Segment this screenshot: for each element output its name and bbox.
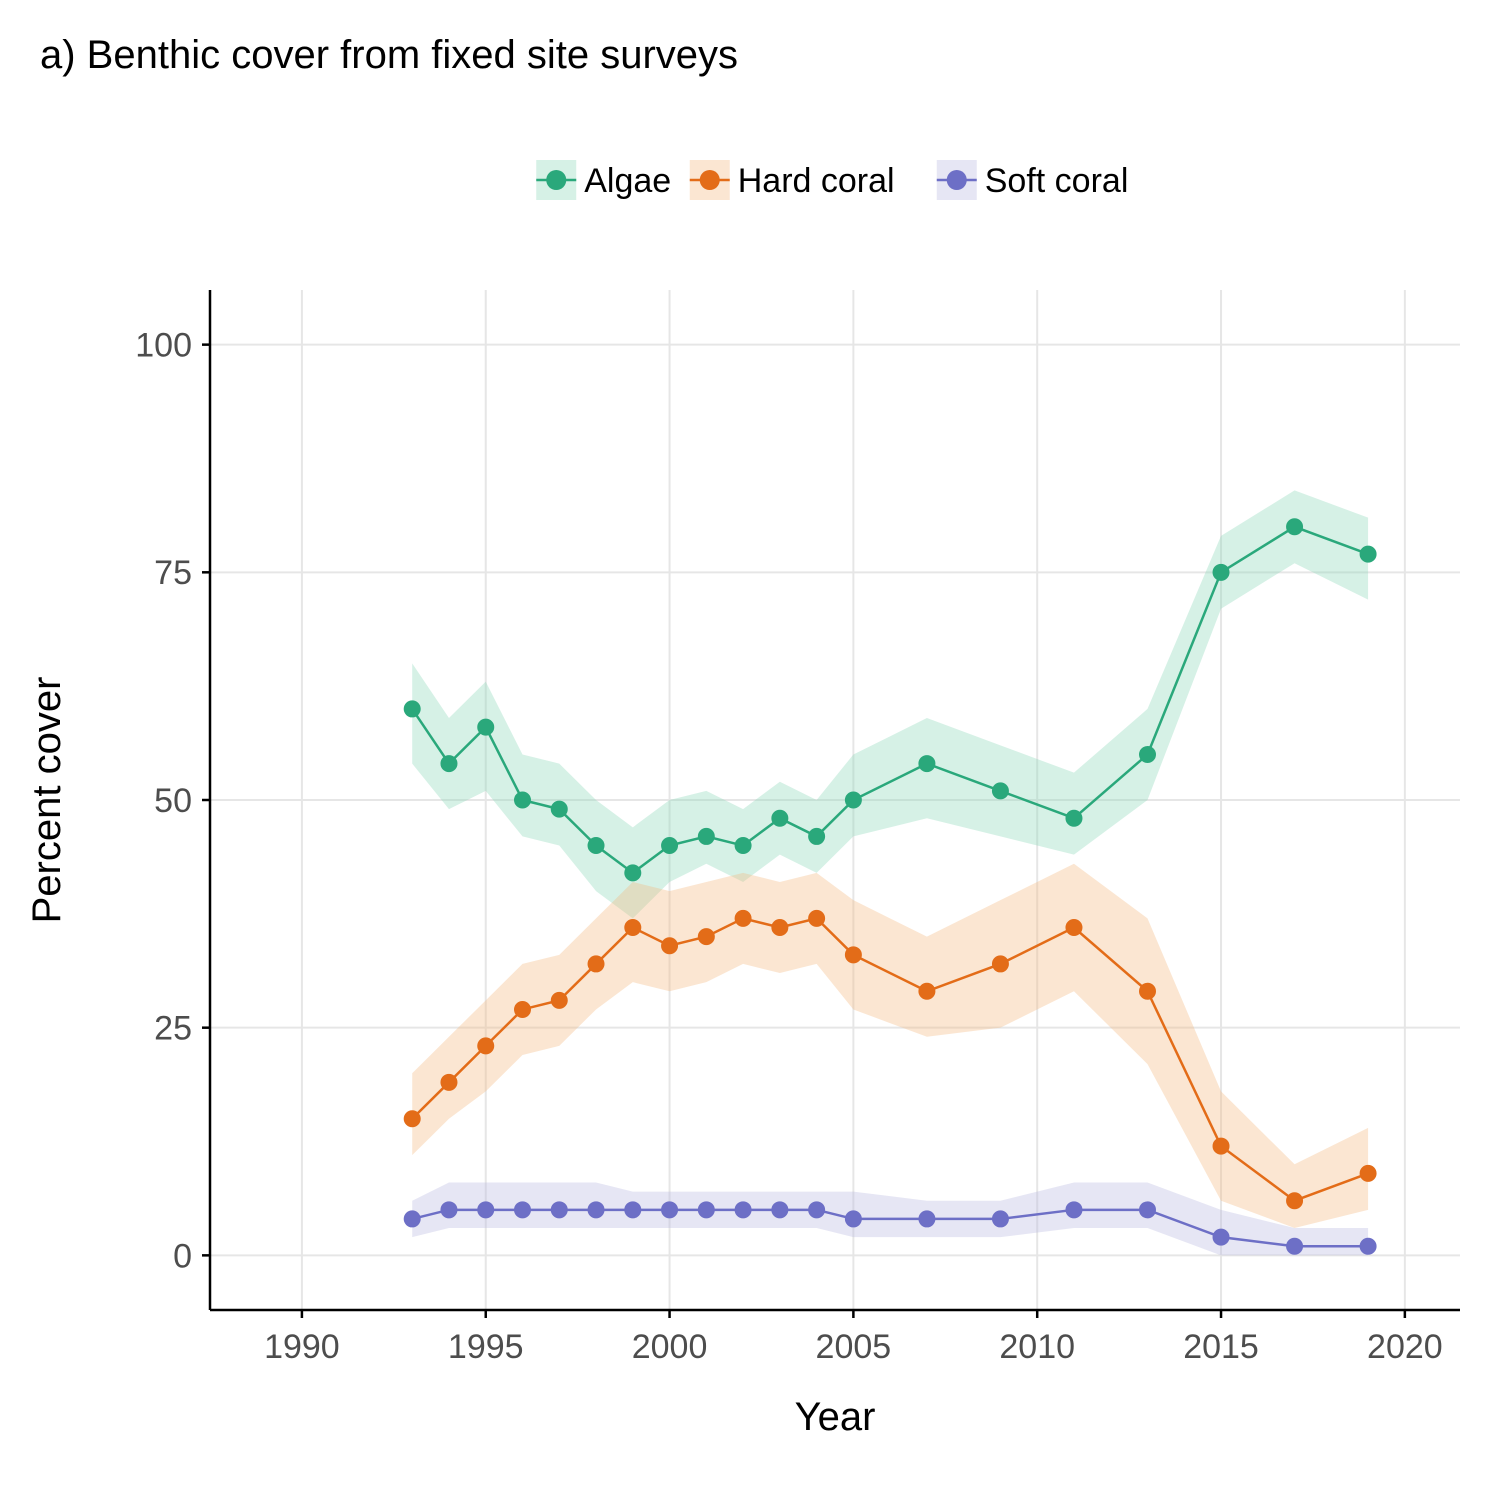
- series-marker: [625, 920, 641, 936]
- series-marker: [1213, 564, 1229, 580]
- series-marker: [662, 838, 678, 854]
- series-marker: [662, 1202, 678, 1218]
- series-marker: [1287, 1193, 1303, 1209]
- legend-key-marker: [546, 170, 566, 190]
- y-tick-label: 50: [154, 782, 192, 820]
- x-tick-label: 2015: [1183, 1328, 1259, 1366]
- series-marker: [404, 701, 420, 717]
- series-marker: [845, 947, 861, 963]
- series-marker: [772, 920, 788, 936]
- x-axis-label: Year: [795, 1395, 876, 1439]
- series-marker: [441, 756, 457, 772]
- series-marker: [1360, 1165, 1376, 1181]
- series-marker: [992, 956, 1008, 972]
- y-tick-label: 0: [173, 1237, 192, 1275]
- series-marker: [1287, 1238, 1303, 1254]
- series-marker: [772, 810, 788, 826]
- x-tick-label: 2020: [1367, 1328, 1443, 1366]
- series-marker: [992, 1211, 1008, 1227]
- series-marker: [809, 828, 825, 844]
- x-tick-label: 2000: [632, 1328, 708, 1366]
- series-marker: [735, 838, 751, 854]
- y-tick-label: 25: [154, 1010, 192, 1048]
- legend-label: Hard coral: [738, 162, 895, 200]
- series-marker: [919, 756, 935, 772]
- series-marker: [992, 783, 1008, 799]
- series-marker: [625, 1202, 641, 1218]
- series-marker: [1140, 1202, 1156, 1218]
- legend-label: Soft coral: [985, 162, 1129, 200]
- chart-background: [0, 0, 1500, 1500]
- series-marker: [551, 1202, 567, 1218]
- series-marker: [1213, 1138, 1229, 1154]
- series-marker: [809, 910, 825, 926]
- series-marker: [404, 1111, 420, 1127]
- series-marker: [404, 1211, 420, 1227]
- series-marker: [919, 1211, 935, 1227]
- series-marker: [1066, 920, 1082, 936]
- series-marker: [809, 1202, 825, 1218]
- series-marker: [1140, 746, 1156, 762]
- series-marker: [1287, 519, 1303, 535]
- series-marker: [698, 1202, 714, 1218]
- series-marker: [588, 838, 604, 854]
- series-marker: [588, 956, 604, 972]
- series-marker: [515, 792, 531, 808]
- series-marker: [1213, 1229, 1229, 1245]
- y-axis-label: Percent cover: [25, 677, 69, 924]
- series-marker: [845, 792, 861, 808]
- series-marker: [1066, 1202, 1082, 1218]
- series-marker: [478, 1202, 494, 1218]
- benthic-cover-chart: a) Benthic cover from fixed site surveys…: [0, 0, 1500, 1500]
- legend-key-marker: [700, 170, 720, 190]
- series-marker: [515, 1202, 531, 1218]
- series-marker: [441, 1074, 457, 1090]
- series-marker: [735, 1202, 751, 1218]
- series-marker: [441, 1202, 457, 1218]
- series-marker: [919, 983, 935, 999]
- series-marker: [1360, 1238, 1376, 1254]
- series-marker: [478, 719, 494, 735]
- y-tick-label: 75: [154, 554, 192, 592]
- series-marker: [845, 1211, 861, 1227]
- series-marker: [698, 929, 714, 945]
- series-marker: [1140, 983, 1156, 999]
- series-marker: [662, 938, 678, 954]
- chart-title: a) Benthic cover from fixed site surveys: [40, 33, 738, 77]
- series-marker: [1066, 810, 1082, 826]
- x-tick-label: 2005: [816, 1328, 892, 1366]
- legend-label: Algae: [584, 162, 671, 200]
- x-tick-label: 2010: [999, 1328, 1075, 1366]
- series-marker: [625, 865, 641, 881]
- series-marker: [735, 910, 751, 926]
- series-marker: [478, 1038, 494, 1054]
- x-tick-label: 1995: [448, 1328, 524, 1366]
- series-marker: [698, 828, 714, 844]
- series-marker: [1360, 546, 1376, 562]
- series-marker: [588, 1202, 604, 1218]
- series-marker: [551, 801, 567, 817]
- series-marker: [772, 1202, 788, 1218]
- series-marker: [551, 992, 567, 1008]
- y-tick-label: 100: [135, 327, 192, 365]
- legend-key-marker: [947, 170, 967, 190]
- x-tick-label: 1990: [264, 1328, 340, 1366]
- series-marker: [515, 1001, 531, 1017]
- legend: Algae Hard coral Soft coral: [536, 160, 1128, 200]
